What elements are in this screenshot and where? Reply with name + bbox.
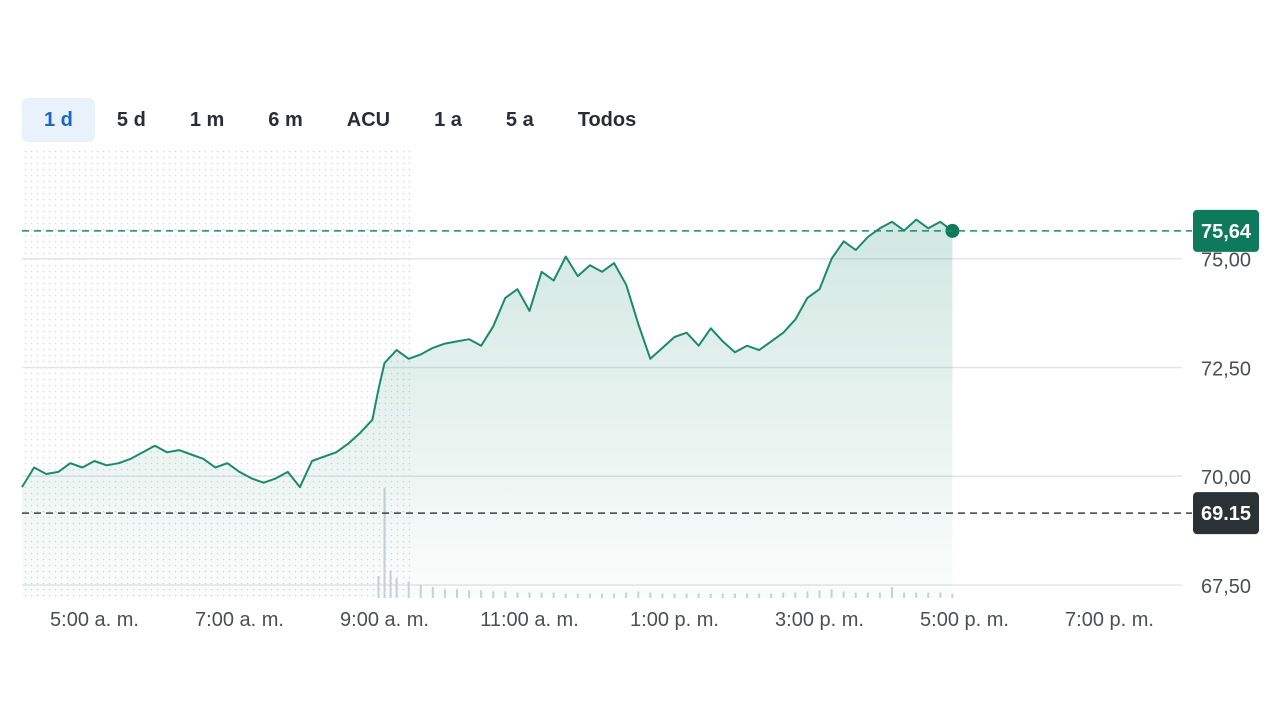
tab-5-days[interactable]: 5 d — [116, 108, 146, 131]
price-line — [21, 218, 954, 489]
price-area-fill — [22, 219, 953, 598]
y-tick-label: 70,00 — [1201, 467, 1251, 489]
price-badges: 75,64 69.15 — [1193, 209, 1259, 535]
tab-6-months[interactable]: 6 m — [268, 108, 303, 131]
x-tick-label: 1:00 p. m. — [630, 609, 719, 631]
x-tick-label: 5:00 a. m. — [50, 609, 139, 631]
x-tick-label: 7:00 a. m. — [195, 609, 284, 631]
x-tick-label: 5:00 p. m. — [920, 609, 1009, 631]
y-axis: 67,50 70,00 72,50 75,00 — [1201, 250, 1251, 598]
previous-close-badge-bg — [1193, 492, 1259, 535]
previous-close-badge-label: 69.15 — [1201, 503, 1251, 525]
volume-bar — [951, 593, 954, 598]
x-tick-label: 3:00 p. m. — [775, 609, 864, 631]
reference-lines — [22, 230, 1192, 514]
x-tick-label: 11:00 a. m. — [480, 609, 579, 631]
y-tick-label: 75,00 — [1201, 250, 1251, 272]
y-tick-label: 67,50 — [1201, 576, 1251, 598]
current-price-badge-label: 75,64 — [1201, 221, 1252, 243]
price-area — [21, 218, 960, 598]
time-range-tabs: 1 d 5 d 1 m 6 m ACU 1 a 5 a Todos — [22, 98, 658, 142]
tab-1-month[interactable]: 1 m — [189, 108, 225, 131]
tab-all[interactable]: Todos — [577, 108, 637, 131]
tab-year-to-date[interactable]: ACU — [346, 108, 391, 131]
y-tick-label: 72,50 — [1201, 358, 1251, 380]
tab-1-day[interactable]: 1 d — [22, 98, 95, 142]
x-axis: 5:00 a. m. 7:00 a. m. 9:00 a. m. 11:00 a. m… — [50, 609, 1154, 631]
x-tick-label: 7:00 p. m. — [1065, 609, 1154, 631]
tab-1-year[interactable]: 1 a — [434, 108, 462, 131]
tab-5-years[interactable]: 5 a — [505, 108, 534, 131]
current-price-badge-bg — [1193, 209, 1259, 252]
x-tick-label: 9:00 a. m. — [340, 609, 429, 631]
